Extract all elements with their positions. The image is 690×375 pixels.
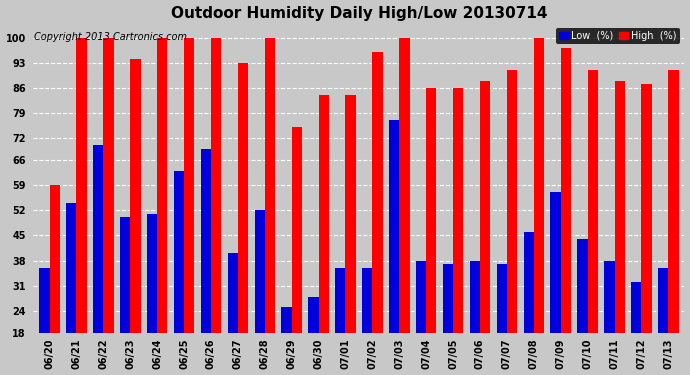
Bar — [561, 48, 571, 333]
Bar — [669, 70, 678, 333]
Bar — [400, 38, 410, 333]
Bar — [255, 210, 265, 333]
Bar — [615, 81, 624, 333]
Bar — [373, 52, 383, 333]
Bar — [282, 308, 292, 333]
Bar — [292, 128, 302, 333]
Bar — [453, 88, 463, 333]
Bar — [174, 171, 184, 333]
Legend: Low  (%), High  (%): Low (%), High (%) — [556, 28, 680, 44]
Bar — [631, 282, 642, 333]
Bar — [104, 38, 114, 333]
Bar — [265, 38, 275, 333]
Bar — [362, 268, 373, 333]
Bar — [480, 81, 490, 333]
Bar — [77, 38, 87, 333]
Bar — [416, 261, 426, 333]
Bar — [658, 268, 669, 333]
Bar — [66, 203, 77, 333]
Bar — [228, 254, 238, 333]
Bar — [157, 38, 168, 333]
Bar — [426, 88, 436, 333]
Bar — [39, 268, 50, 333]
Bar — [147, 214, 157, 333]
Bar — [604, 261, 615, 333]
Bar — [335, 268, 346, 333]
Title: Outdoor Humidity Daily High/Low 20130714: Outdoor Humidity Daily High/Low 20130714 — [170, 6, 547, 21]
Bar — [319, 95, 329, 333]
Bar — [50, 185, 60, 333]
Bar — [308, 297, 319, 333]
Bar — [551, 192, 561, 333]
Bar — [578, 239, 588, 333]
Bar — [389, 120, 400, 333]
Bar — [238, 63, 248, 333]
Bar — [470, 261, 480, 333]
Text: Copyright 2013 Cartronics.com: Copyright 2013 Cartronics.com — [34, 32, 187, 42]
Bar — [184, 38, 195, 333]
Bar — [497, 264, 507, 333]
Bar — [201, 149, 211, 333]
Bar — [588, 70, 598, 333]
Bar — [443, 264, 453, 333]
Bar — [120, 217, 130, 333]
Bar — [211, 38, 221, 333]
Bar — [642, 84, 651, 333]
Bar — [507, 70, 517, 333]
Bar — [346, 95, 356, 333]
Bar — [524, 232, 534, 333]
Bar — [534, 38, 544, 333]
Bar — [130, 59, 141, 333]
Bar — [93, 146, 104, 333]
